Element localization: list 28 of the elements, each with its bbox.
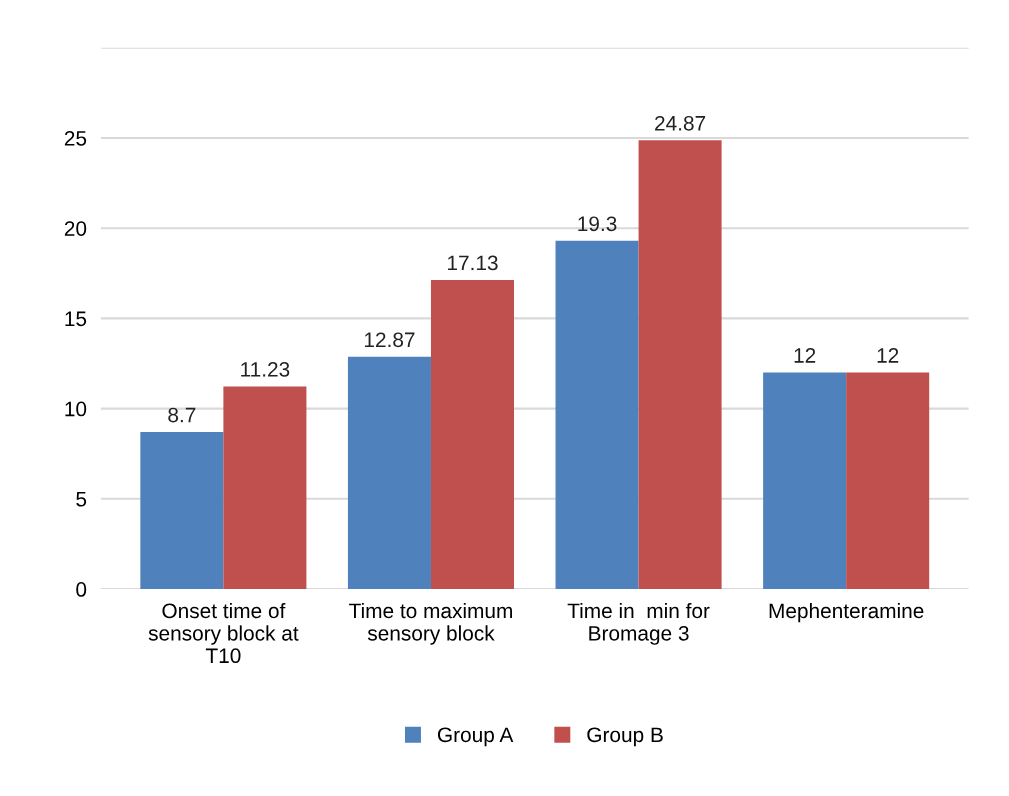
x-tick-label: Mephenteramine	[769, 602, 924, 623]
legend-label: Group A	[437, 727, 514, 747]
data-label: 17.13	[448, 255, 498, 271]
bar	[638, 140, 722, 590]
y-tick-label: 20	[64, 221, 87, 236]
x-tick-label: Onset time of sensory block at T10	[148, 602, 299, 664]
data-label: 24.87	[655, 115, 706, 131]
y-tick-label: 10	[65, 401, 87, 417]
data-label: 11.23	[241, 361, 290, 377]
bar	[347, 356, 431, 590]
x-tick-label: Time to maximum sensory block	[349, 602, 512, 645]
x-tick-label: Time in min for Bromage 3	[567, 602, 710, 645]
data-label: 19.3	[578, 216, 617, 232]
data-label: 12.87	[364, 332, 415, 348]
bar	[430, 279, 515, 590]
y-tick-label: 15	[65, 311, 87, 327]
y-tick-label: 5	[76, 492, 87, 507]
data-label: 12	[794, 348, 816, 363]
data-label: 8.7	[168, 407, 196, 423]
legend-label: Group B	[587, 727, 663, 747]
y-tick-label: 25	[64, 130, 87, 146]
bar	[140, 432, 224, 590]
bar	[555, 240, 639, 590]
y-tick-label: 0	[76, 582, 87, 597]
bar	[846, 372, 930, 590]
data-label: 12	[877, 348, 899, 363]
bar	[763, 372, 847, 590]
bar	[223, 386, 307, 590]
